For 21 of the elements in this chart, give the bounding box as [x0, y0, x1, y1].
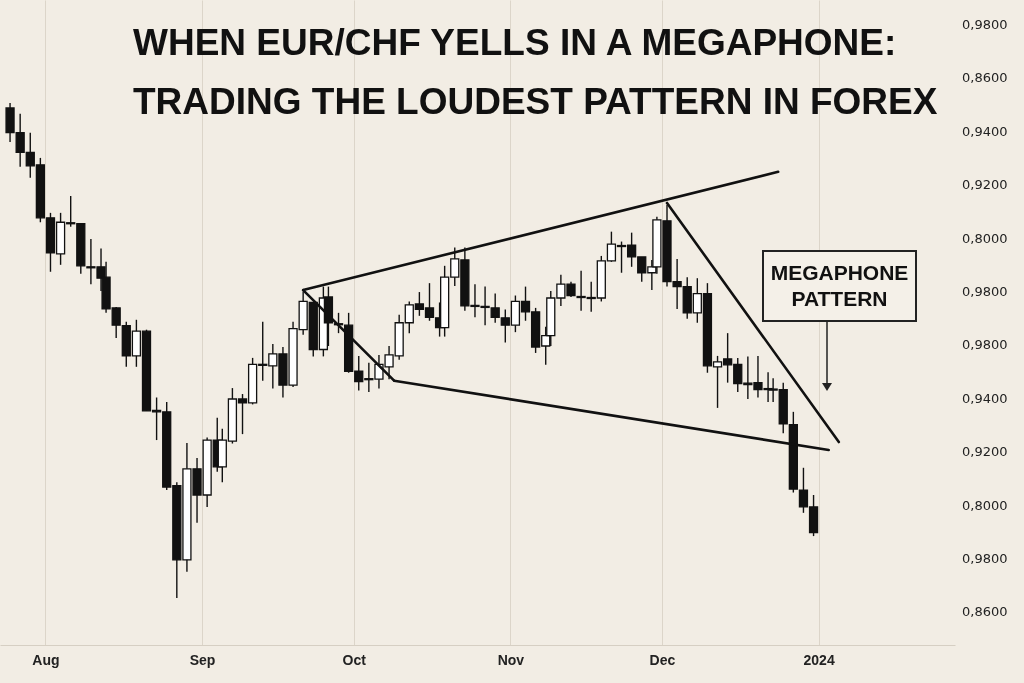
text: 0,8600: [962, 70, 1009, 87]
x-tick-label: Dec: [649, 651, 676, 668]
text: 0,9800: [962, 17, 1009, 33]
chart-subtitle: TRADING THE LOUDEST PATTERN IN FOREX: [133, 81, 938, 122]
x-tick-label: 2024: [803, 651, 835, 668]
text: 0,9800: [962, 551, 1009, 567]
text: 0,9400: [962, 390, 1009, 407]
text: 0,9200: [962, 444, 1009, 461]
x-tick-label: Sep: [189, 651, 216, 668]
annotation: MEGAPHONE PATTERN: [762, 250, 917, 322]
x-tick-label: Oct: [342, 651, 367, 668]
text: 0,9400: [962, 123, 1009, 140]
text: 0,9800: [962, 337, 1009, 354]
text: 0,8000: [962, 230, 1009, 247]
text: 0,9800: [962, 284, 1009, 300]
x-tick-label: Nov: [497, 651, 525, 668]
x-tick-label: Aug: [32, 651, 60, 668]
text: 0,8600: [962, 604, 1009, 621]
text: 0,9200: [962, 177, 1009, 194]
chart-title: WHEN EUR/CHF YELLS IN A MEGAPHONE:: [133, 22, 897, 63]
text: 0,8000: [962, 497, 1009, 514]
